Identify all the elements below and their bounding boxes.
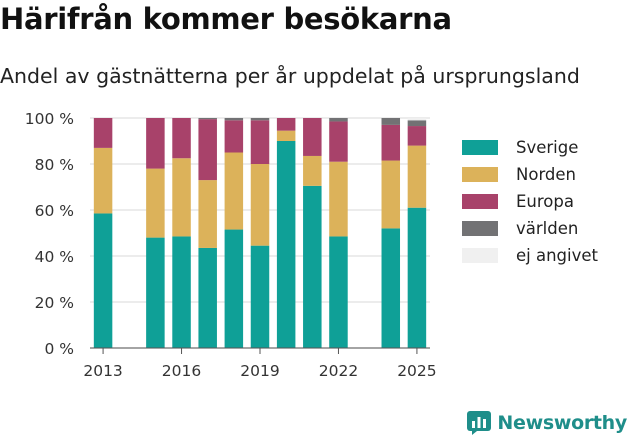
x-tick-label: 2022 [319,362,358,380]
bar-segment [276,141,296,348]
bar-segment [172,118,191,159]
bar-segment [329,118,348,122]
chart-legend: Sverige Norden Europa världen ej angivet [462,134,598,269]
brand-name: Newsworthy [497,412,627,434]
legend-swatch [462,140,498,155]
newsworthy-logo-icon [467,411,492,435]
bar-segment [224,152,244,230]
bar-segment [146,118,165,169]
legend-item: Europa [462,188,598,215]
bar-segment [224,120,244,153]
bar-segment [407,120,427,127]
bar-segment [250,245,270,348]
bar-segment [276,118,296,131]
x-tick-label: 2013 [83,362,122,380]
bar-segment [303,155,322,186]
chart-subtitle: Andel av gästnätterna per år uppdelat på… [0,64,580,88]
bar-segment [172,236,191,348]
legend-item: Norden [462,161,598,188]
bar-segment [198,119,217,181]
bar-segment [407,145,427,208]
legend-item: ej angivet [462,242,598,269]
bar-segment [303,185,322,348]
bar-segment [276,130,296,141]
bar-segment [224,229,244,348]
bar-segment [381,118,401,125]
bar-segment [198,180,217,248]
bar-segment [329,161,348,237]
legend-swatch [462,248,498,263]
legend-label: Norden [516,165,577,184]
bar-segment [250,164,270,246]
legend-item: Sverige [462,134,598,161]
bar-segment [407,126,427,146]
legend-label: ej angivet [516,246,598,265]
x-tick-label: 2016 [162,362,201,380]
bar-segment [172,158,191,237]
y-tick-label: 60 % [35,202,74,220]
bar-segment [224,118,244,121]
bar-segment [93,147,113,214]
legend-swatch [462,167,498,182]
x-tick-label: 2025 [397,362,436,380]
bar-segment [198,247,217,348]
bar-segment [198,118,217,120]
bar-segment [407,207,427,348]
x-tick-label: 2019 [240,362,279,380]
bar-segment [381,160,401,229]
chart-title: Härifrån kommer besökarna [0,2,452,36]
brand-logo: Newsworthy [466,410,627,436]
bar-segment [250,120,270,164]
legend-swatch [462,194,498,209]
bar-segment [303,118,322,156]
bar-segment [329,121,348,162]
bar-segment [381,228,401,348]
y-tick-label: 80 % [35,156,74,174]
bar-segment [146,168,165,238]
bar-segment [329,236,348,348]
bar-segment [93,213,113,348]
stacked-bar-chart: 0 % 20 % 40 % 60 % 80 % 100 % 2013 2016 2019 2022… [25,110,437,380]
bar-segment [381,124,401,161]
y-tick-label: 20 % [35,294,74,312]
bar-segment [146,237,165,348]
y-tick-label: 40 % [35,248,74,266]
bar-segment [407,118,427,121]
bar-segment [93,118,113,148]
legend-swatch [462,221,498,236]
bar-segment [250,118,270,121]
legend-item: världen [462,215,598,242]
legend-label: Europa [516,192,574,211]
y-tick-label: 0 % [44,340,74,358]
y-tick-label: 100 % [25,110,74,128]
legend-label: världen [516,219,579,238]
legend-label: Sverige [516,138,579,157]
